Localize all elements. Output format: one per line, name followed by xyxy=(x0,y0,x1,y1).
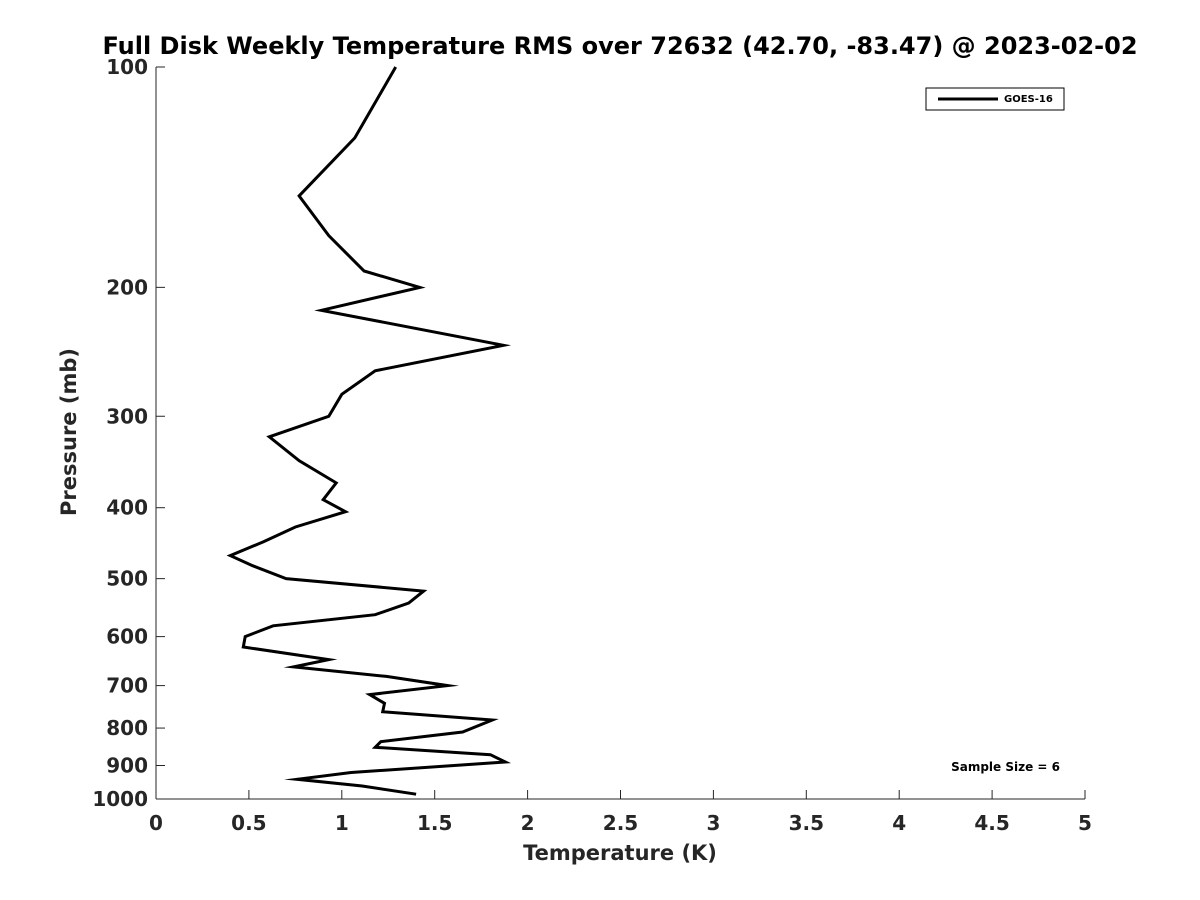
legend-label: GOES-16 xyxy=(1004,94,1053,105)
y-tick-label: 500 xyxy=(106,567,148,591)
y-tick-label: 600 xyxy=(106,625,148,649)
x-tick-label: 4 xyxy=(892,811,906,835)
y-tick-label: 700 xyxy=(106,674,148,698)
sample-size-annotation: Sample Size = 6 xyxy=(951,760,1060,774)
legend: GOES-16 xyxy=(925,87,1065,111)
x-tick-label: 3 xyxy=(706,811,720,835)
y-axis-label: Pressure (mb) xyxy=(57,348,81,516)
x-tick-label: 0.5 xyxy=(231,811,266,835)
y-tick-label: 800 xyxy=(106,716,148,740)
series-layer xyxy=(226,66,512,796)
y-tick-label: 1000 xyxy=(92,787,148,811)
x-tick-label: 1 xyxy=(335,811,349,835)
y-tick-label: 900 xyxy=(106,754,148,778)
y-tick-label: 300 xyxy=(106,404,148,428)
y-tick-label: 400 xyxy=(106,496,148,520)
y-tick-label: 100 xyxy=(106,55,148,79)
axis-ticks: 0 0.5 1 1.5 2 2.5 3 3.5 4 4.5 5 100 200 300 400 500 600 7… xyxy=(92,55,1092,835)
x-tick-label: 4.5 xyxy=(974,811,1009,835)
chart-title: Full Disk Weekly Temperature RMS over 72… xyxy=(102,32,1137,60)
x-tick-label: 2.5 xyxy=(603,811,638,835)
y-tick-label: 200 xyxy=(106,275,148,299)
x-tick-label: 5 xyxy=(1078,811,1092,835)
x-tick-label: 2 xyxy=(521,811,535,835)
x-tick-label: 1.5 xyxy=(417,811,452,835)
x-tick-label: 3.5 xyxy=(789,811,824,835)
x-axis-label: Temperature (K) xyxy=(523,841,717,865)
series-line xyxy=(226,66,512,796)
x-tick-label: 0 xyxy=(149,811,163,835)
